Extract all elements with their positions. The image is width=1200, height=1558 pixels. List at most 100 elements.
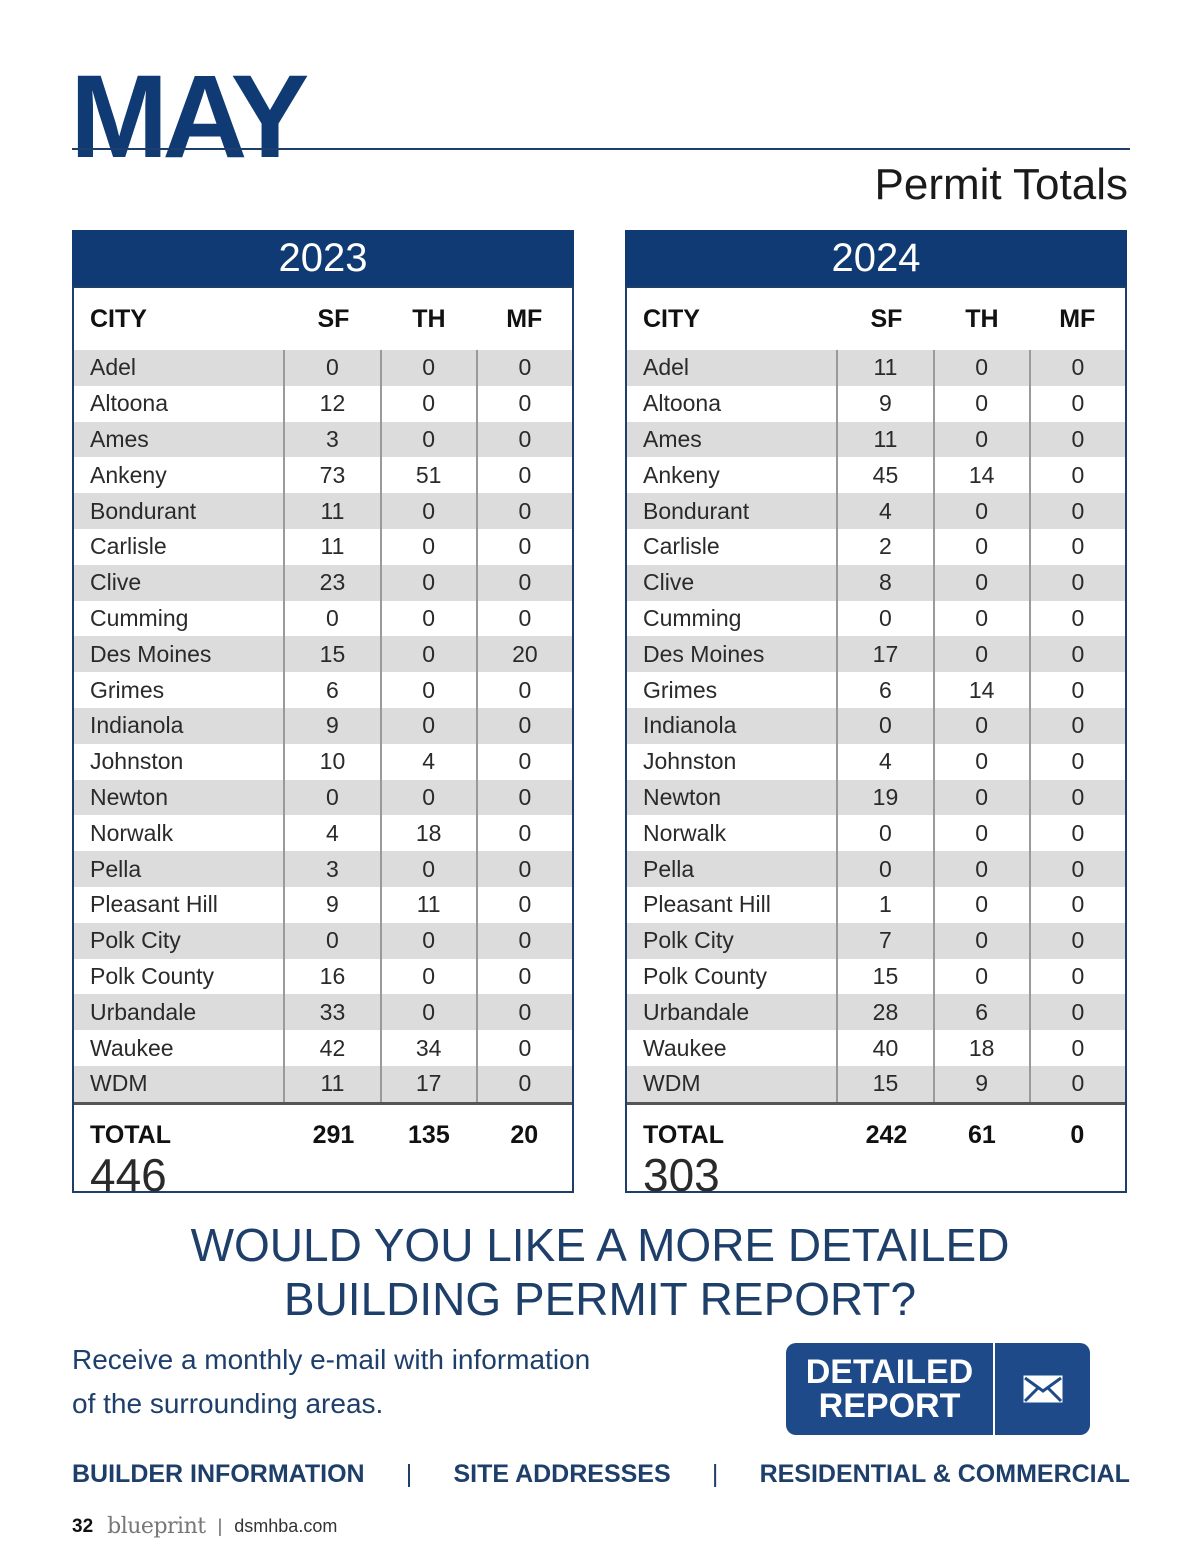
footer-link-site-addresses[interactable]: SITE ADDRESSES [453,1460,671,1488]
cell-mf: 0 [475,958,572,995]
grand-total: 303 [643,1148,720,1201]
cell-mf: 0 [1028,1030,1125,1066]
grand-total: 446 [90,1148,167,1201]
cell-city: Urbandale [643,998,750,1025]
cell-th: 0 [932,493,1029,529]
cell-city: Clive [643,569,695,596]
cell-sf: 0 [836,707,932,744]
site-url[interactable]: dsmhba.com [234,1516,338,1536]
footer-link-residential-commercial[interactable]: RESIDENTIAL & COMMERCIAL [759,1460,1130,1488]
cta-description: Receive a monthly e-mail with informatio… [72,1338,692,1426]
cell-mf: 0 [1028,493,1125,529]
cell-sf: 4 [283,815,379,852]
cell-mf: 0 [1028,457,1125,494]
cell-th: 14 [932,457,1029,494]
cell-city: Waukee [90,1034,174,1061]
cell-th: 0 [379,636,476,673]
cell-sf: 28 [836,994,932,1031]
table-row: Norwalk 0 0 0 [627,815,1125,852]
cell-sf: 0 [836,600,932,637]
table-row: Newton 19 0 0 [627,779,1125,816]
table-row: Pleasant Hill 1 0 0 [627,886,1125,923]
column-header-th: TH [965,304,999,333]
cell-city: Polk City [90,927,181,954]
cell-city: WDM [90,1070,148,1097]
cell-sf: 40 [836,1030,932,1066]
cell-mf: 0 [475,1065,572,1102]
cell-th: 0 [932,958,1029,995]
cell-city: Pleasant Hill [90,891,218,918]
cell-sf: 11 [283,493,379,529]
table-column-headers: CITY SF TH MF [74,288,572,350]
footer-separator: | [711,1460,719,1488]
cell-city: Polk County [90,962,215,989]
cell-th: 0 [932,636,1029,673]
cell-city: Ankeny [643,461,720,488]
total-divider [74,1101,572,1105]
cell-sf: 6 [836,672,932,708]
table-row: Pella 3 0 0 [74,851,572,887]
cell-mf: 0 [475,493,572,529]
total-th: 135 [408,1120,450,1149]
cell-mf: 0 [475,350,572,386]
table-row: Grimes 6 14 0 [627,672,1125,708]
cell-th: 0 [379,707,476,744]
cell-th: 0 [379,600,476,637]
cell-th: 0 [379,672,476,708]
cell-sf: 10 [283,743,379,780]
cell-city: Norwalk [90,819,174,846]
cta-heading: WOULD YOU LIKE A MORE DETAILED BUILDING … [0,1218,1200,1326]
cell-mf: 0 [1028,385,1125,422]
table-row: Waukee 42 34 0 [74,1030,572,1066]
cell-city: Carlisle [643,533,720,560]
cell-mf: 0 [475,886,572,923]
cell-sf: 4 [836,743,932,780]
cell-th: 0 [932,385,1029,422]
table-row: WDM 15 9 0 [627,1065,1125,1102]
table-row: Cumming 0 0 0 [74,600,572,637]
cell-city: Newton [643,783,721,810]
table-row: Adel 11 0 0 [627,350,1125,386]
cell-city: Indianola [90,712,184,739]
table-row: Ames 11 0 0 [627,421,1125,458]
cell-city: Johnston [643,748,737,775]
cell-th: 17 [379,1065,476,1102]
table-row: Clive 23 0 0 [74,564,572,601]
cell-sf: 3 [283,421,379,458]
cell-sf: 3 [283,851,379,887]
cell-mf: 0 [475,743,572,780]
permit-table-2024: 2024 CITY SF TH MF Adel 11 0 0 Altoona 9 0 0 Ame… [625,230,1127,1198]
table-row: Waukee 40 18 0 [627,1030,1125,1066]
cell-city: Ankeny [90,461,167,488]
cell-mf: 0 [475,672,572,708]
cell-mf: 0 [1028,421,1125,458]
cell-th: 4 [379,743,476,780]
cell-th: 18 [379,815,476,852]
footer-link-builder-information[interactable]: BUILDER INFORMATION [72,1460,365,1488]
cell-mf: 0 [1028,886,1125,923]
cell-mf: 0 [1028,350,1125,386]
table-row: Cumming 0 0 0 [627,600,1125,637]
cell-mf: 0 [475,851,572,887]
cell-mf: 0 [1028,815,1125,852]
cell-city: Clive [90,569,142,596]
cell-city: Adel [643,354,690,381]
cell-city: Cumming [643,604,742,631]
cell-city: Carlisle [90,533,167,560]
cell-mf: 0 [475,421,572,458]
total-divider [627,1101,1125,1105]
table-row: Adel 0 0 0 [74,350,572,386]
cell-mf: 0 [475,457,572,494]
cell-th: 0 [932,851,1029,887]
cell-sf: 11 [283,528,379,565]
column-header-city: CITY [90,304,147,333]
cell-mf: 0 [1028,636,1125,673]
cta-text-line-1: Receive a monthly e-mail with informatio… [72,1344,591,1375]
table-year-header: 2023 [72,230,574,288]
footer-separator: | [405,1460,413,1488]
detailed-report-button[interactable]: DETAILED REPORT [786,1343,1090,1435]
cell-city: Grimes [90,676,165,703]
cell-sf: 12 [283,385,379,422]
cell-mf: 0 [1028,958,1125,995]
cell-city: Norwalk [643,819,727,846]
